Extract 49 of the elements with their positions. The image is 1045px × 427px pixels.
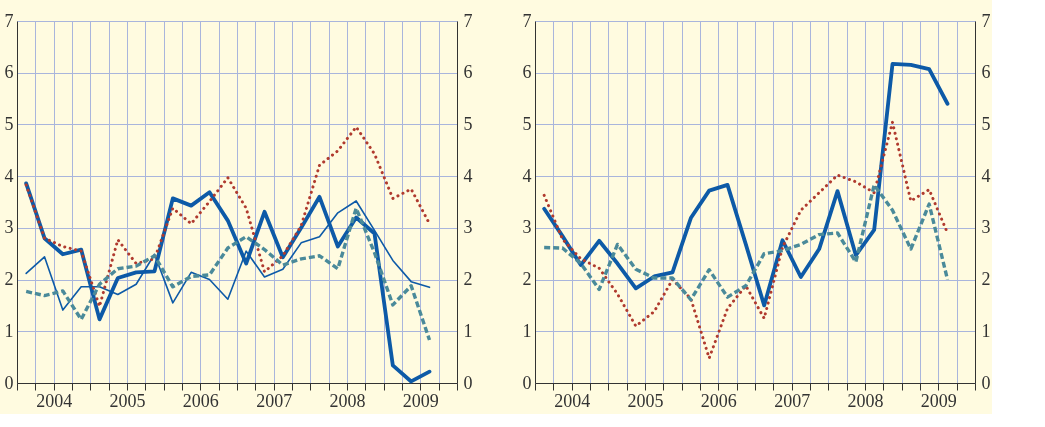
x-tick-label: 2007 [256, 390, 293, 411]
y2-tick-label: 3 [463, 217, 473, 238]
x-tick-label: 2009 [402, 390, 439, 411]
y2-tick-label: 4 [463, 165, 473, 186]
y2-tick-label: 6 [981, 62, 991, 83]
y2-tick-label: 2 [463, 269, 473, 290]
y-tick-label: 1 [522, 320, 532, 341]
line-series [24, 125, 431, 308]
line-series [542, 120, 949, 360]
x-tick-label: 2004 [554, 390, 591, 411]
x-tick-label: 2008 [847, 390, 884, 411]
y-tick-label: 3 [4, 217, 14, 238]
y-tick-label: 5 [4, 113, 14, 134]
line-series [24, 206, 432, 342]
y2-tick-label: 3 [981, 217, 991, 238]
x-tick-label: 2006 [182, 390, 219, 411]
y-tick-label: 0 [4, 372, 14, 393]
line-series [542, 183, 950, 302]
y-tick-label: 7 [4, 10, 14, 31]
y-tick-label: 6 [4, 62, 14, 83]
y-tick-label: 4 [4, 165, 14, 186]
y2-tick-label: 6 [463, 62, 473, 83]
y2-tick-label: 7 [463, 10, 473, 31]
y2-tick-label: 2 [981, 269, 991, 290]
x-tick-label: 2005 [109, 390, 146, 411]
y2-tick-label: 4 [981, 165, 991, 186]
y2-tick-label: 7 [981, 10, 991, 31]
y2-tick-label: 1 [981, 320, 991, 341]
y2-tick-label: 0 [981, 372, 991, 393]
y-tick-label: 2 [522, 269, 532, 290]
y-tick-label: 7 [522, 10, 532, 31]
y-tick-label: 5 [522, 113, 532, 134]
y2-tick-label: 5 [463, 113, 473, 134]
x-tick-label: 2007 [774, 390, 811, 411]
y-tick-label: 4 [522, 165, 532, 186]
y-tick-label: 2 [4, 269, 14, 290]
x-tick-label: 2006 [700, 390, 737, 411]
y2-tick-label: 0 [463, 372, 473, 393]
y-tick-label: 1 [4, 320, 14, 341]
x-tick-label: 2009 [920, 390, 957, 411]
y2-tick-label: 5 [981, 113, 991, 134]
y-tick-label: 3 [522, 217, 532, 238]
y-tick-label: 6 [522, 62, 532, 83]
y-tick-label: 0 [522, 372, 532, 393]
x-tick-label: 2008 [329, 390, 366, 411]
y2-tick-label: 1 [463, 320, 473, 341]
x-tick-label: 2005 [627, 390, 664, 411]
x-tick-label: 2004 [36, 390, 73, 411]
line-series [542, 62, 950, 308]
